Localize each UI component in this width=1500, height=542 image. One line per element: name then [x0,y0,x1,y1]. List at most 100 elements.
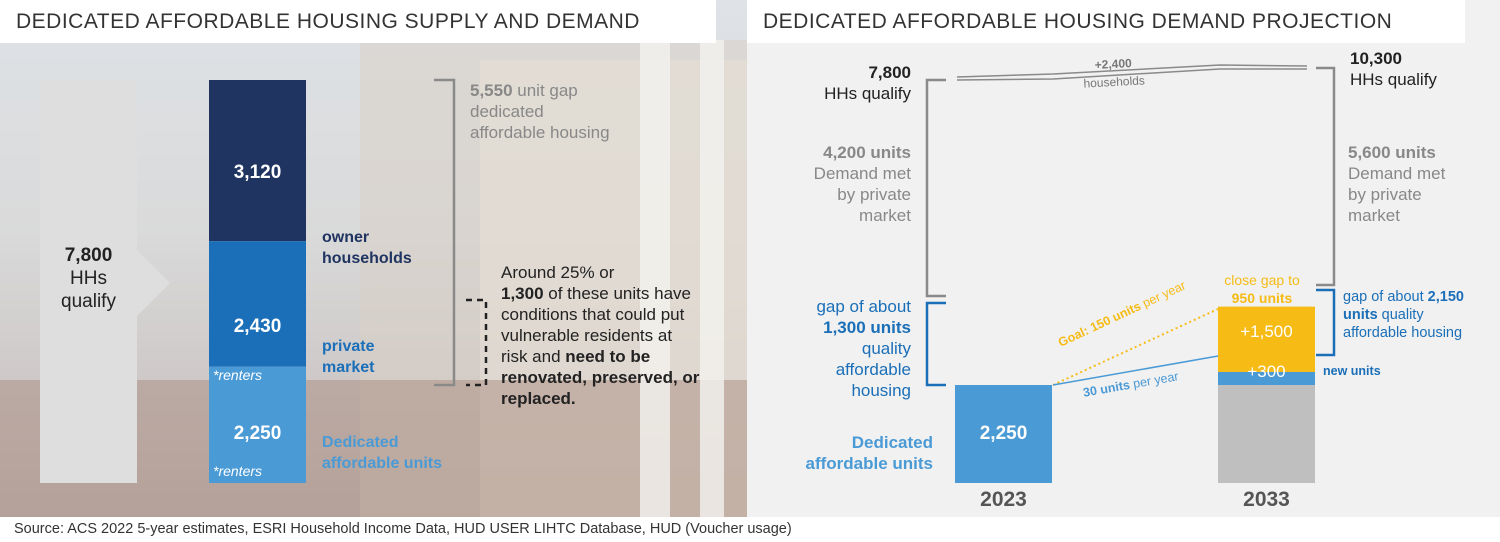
close-gap-line2: 950 units [1231,290,1293,306]
qualify-2023-text: HHs qualify [824,84,911,103]
pm-2033-number: 5,600 units [1348,143,1436,162]
x-tick-2033: 2033 [1243,488,1290,511]
gap-2023-label: gap of about 1,300 units quality afforda… [760,296,911,401]
dedicated-label-line1: Dedicated [322,434,399,451]
owner-bar-segment [209,80,306,242]
gap-bracket-2033 [1316,288,1336,357]
new-units-label: new units [1323,364,1381,378]
qualify-line1: HHs [70,268,107,289]
new-units-value-label: +300 [1247,362,1286,381]
gap-bracket [434,78,456,387]
qualify-2033-number: 10,300 [1350,49,1402,68]
renters-note-private: *renters [213,367,263,383]
gap-2023-line3: quality [861,339,911,358]
note-line6: renovated, preserved, or [501,368,700,387]
gap-2023-line5: housing [851,381,911,400]
growth-line-top [956,64,1308,78]
private-market-2023-label: 4,200 units Demand met by private market [760,142,911,226]
gap-2033-number: 2,150 [1427,289,1464,305]
left-chart-title: DEDICATED AFFORDABLE HOUSING SUPPLY AND … [0,0,716,43]
bar-2023-value: 2,250 [979,423,1028,444]
gap-2033-units: units [1343,307,1378,323]
owner-label-line1: owner [322,229,370,246]
source-note: Source: ACS 2022 5-year estimates, ESRI … [14,521,792,537]
gap-2033-rest: quality [1377,307,1424,323]
private-market-2033-label: 5,600 units Demand met by private market [1348,142,1445,226]
gap-2023-line1: gap of about [816,297,911,316]
qualify-2033-label: 10,300 HHs qualify [1350,48,1437,90]
gap-2033-pre: gap of about [1343,289,1428,305]
gap-line2: dedicated [470,102,544,121]
close-gap-label: close gap to 950 units [1212,271,1312,307]
right-dedicated-line1: Dedicated [851,433,933,452]
gap-bracket-2023 [925,301,946,387]
pm-2033-line1: Demand met [1348,164,1446,183]
owner-households-label: owner households [322,227,412,269]
renovate-bracket [466,298,488,387]
gap-line3: affordable housing [470,123,610,142]
bar-2033-new-units [1218,371,1315,385]
note-line5-bold: need to be [565,347,651,366]
bar-2033-close-gap [1218,306,1315,372]
trend-line [1052,355,1219,386]
right-panel-background [747,0,1500,517]
close-gap-line1: close gap to [1224,272,1300,288]
gap-number: 5,550 [470,81,513,100]
dedicated-units-label: Dedicated affordable units [322,432,442,474]
note-line5-pre: risk and [501,347,566,366]
gap-2033-label: gap of about 2,150 units quality afforda… [1343,288,1464,342]
owner-label-line2: households [322,250,412,267]
right-dedicated-line2: affordable units [805,454,933,473]
pm-bracket-2033 [1316,66,1336,287]
note-line4: vulnerable residents at [501,326,673,345]
pm-2033-line2: by private [1348,185,1422,204]
pm-2023-line1: Demand met [813,164,911,183]
qualify-line2: qualify [61,291,116,312]
pm-2023-line3: market [859,206,911,225]
note-line2-rest: of these units have [543,284,691,303]
bar-2023-value-label: 2,250 [955,423,1052,445]
gap-2023-line2: 1,300 units [823,318,911,337]
dedicated-bar-segment [209,366,306,483]
gap-2033-line3: affordable housing [1343,325,1463,341]
qualify-bar [40,80,137,483]
qualify-arrow [137,250,170,316]
growth-line-bottom [956,68,1307,81]
private-market-label: private market [322,336,374,378]
growth-number: +2,400 [1094,56,1133,72]
renovation-note: Around 25% or 1,300 of these units have … [501,262,699,409]
gap-unit: unit gap [512,81,578,100]
growth-label: +2,400 households [1082,55,1145,91]
pm-2023-number: 4,200 units [823,143,911,162]
dedicated-value-label: 2,250 [233,423,282,444]
qualify-2033-text: HHs qualify [1350,70,1437,89]
private-label-line1: private [322,338,375,355]
qualify-label: 7,800 HHs qualify [40,244,137,313]
private-label-line2: market [322,359,375,376]
bar-2023-dedicated [955,385,1052,483]
right-chart-title: DEDICATED AFFORDABLE HOUSING DEMAND PROJ… [747,0,1465,43]
note-line7: replaced. [501,389,576,408]
owner-value-label: 3,120 [233,162,282,183]
dedicated-label-line2: affordable units [322,455,443,472]
qualify-number: 7,800 [64,245,113,266]
pm-bracket-2023 [925,78,946,298]
qualify-2023-number: 7,800 [868,63,911,82]
gap-note: 5,550 unit gap dedicated affordable hous… [470,80,610,143]
private-value-label: 2,430 [233,316,282,337]
renters-note-dedicated: *renters [213,463,263,479]
note-line2-bold: 1,300 [501,284,544,303]
close-gap-value-label: +1,500 [1240,322,1293,341]
right-dedicated-label: Dedicated affordable units [760,432,933,474]
x-tick-2023: 2023 [980,488,1027,511]
private-bar-segment [209,241,306,367]
pm-2033-line3: market [1348,206,1400,225]
bar-2033-dedicated [1218,385,1315,483]
note-line1: Around 25% or [501,263,615,282]
goal-line [1052,308,1219,386]
